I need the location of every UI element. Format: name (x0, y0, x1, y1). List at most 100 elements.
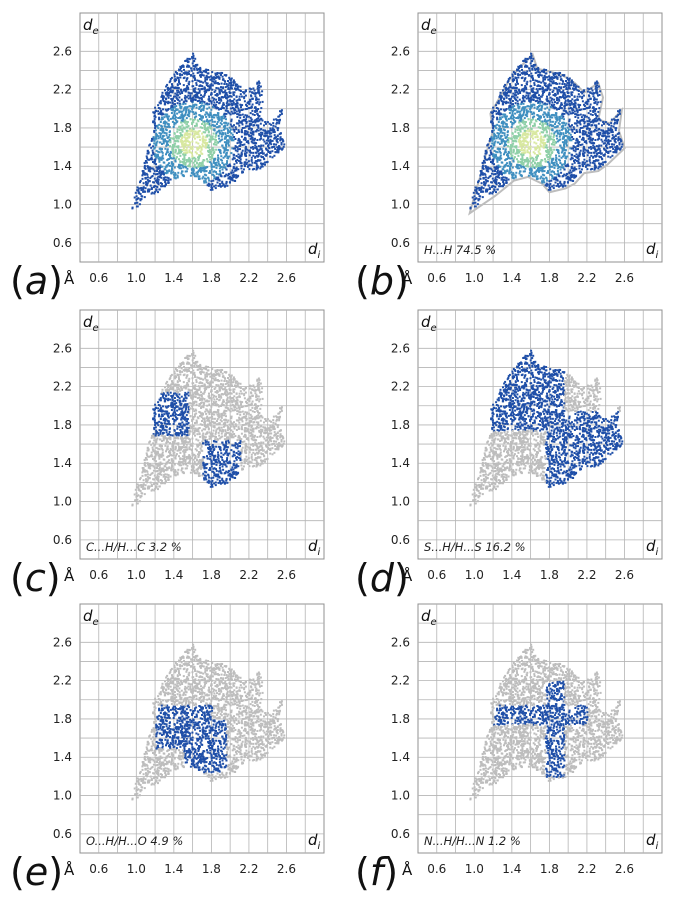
data-point (557, 184, 560, 187)
data-point (173, 117, 176, 120)
data-point (261, 131, 264, 134)
data-point (218, 167, 221, 170)
data-point (145, 172, 148, 175)
data-point (516, 91, 519, 94)
data-point (245, 130, 248, 133)
data-point (247, 160, 250, 163)
data-point (591, 161, 594, 164)
data-point (563, 148, 566, 151)
data-point (203, 88, 206, 90)
data-point (612, 147, 615, 150)
data-point (233, 163, 236, 166)
data-point (162, 161, 165, 164)
data-point (268, 122, 271, 125)
data-point (151, 167, 154, 170)
data-point (189, 96, 192, 99)
data-point (552, 89, 555, 92)
data-point (517, 125, 520, 128)
data-point (547, 119, 550, 122)
data-point (549, 147, 552, 149)
data-point (165, 115, 168, 118)
data-point (556, 82, 559, 85)
data-point (156, 177, 159, 180)
data-point (226, 124, 229, 127)
data-point (569, 169, 572, 172)
data-point (235, 106, 238, 109)
data-point (536, 169, 539, 172)
data-point (589, 103, 592, 106)
data-point (537, 66, 540, 69)
data-point (570, 171, 573, 174)
data-point (198, 107, 201, 110)
data-point (266, 132, 269, 134)
data-point (599, 131, 602, 134)
data-point (503, 85, 506, 88)
data-point (504, 159, 507, 162)
data-point (182, 175, 185, 178)
data-point (250, 118, 253, 121)
data-point (200, 148, 203, 151)
data-point (256, 139, 259, 141)
data-point (177, 117, 180, 119)
data-point (568, 132, 571, 135)
data-point (278, 119, 281, 122)
data-point (585, 149, 588, 152)
data-point (166, 179, 169, 182)
data-point (202, 175, 205, 178)
data-point (541, 181, 544, 184)
data-point (497, 102, 500, 105)
data-point (569, 133, 572, 136)
data-point (187, 158, 190, 161)
data-point (507, 80, 510, 82)
data-point (600, 129, 603, 132)
data-point (566, 181, 569, 184)
data-point (219, 172, 222, 175)
data-point (558, 139, 561, 142)
data-point (186, 77, 189, 80)
data-point (215, 176, 218, 179)
data-point (551, 185, 554, 188)
data-point (139, 181, 141, 184)
data-point (550, 179, 553, 182)
data-point (585, 107, 588, 110)
data-point (618, 109, 621, 112)
data-point (185, 159, 188, 161)
data-point (197, 88, 200, 91)
data-point (153, 129, 156, 132)
data-point (187, 125, 190, 127)
data-point (192, 72, 195, 75)
data-point (575, 153, 578, 156)
data-point (586, 124, 589, 127)
data-point (496, 160, 499, 163)
data-point (150, 188, 153, 190)
data-point (256, 120, 259, 123)
data-point (593, 168, 596, 171)
data-point (207, 144, 210, 147)
data-point (169, 140, 171, 143)
data-point (502, 166, 505, 169)
panel-label-open: ( (10, 259, 25, 303)
data-point (177, 79, 180, 82)
data-point (203, 177, 206, 180)
data-point (234, 149, 237, 152)
data-point (583, 122, 586, 125)
data-point (563, 173, 566, 176)
data-point (231, 87, 234, 90)
data-point (556, 101, 559, 104)
data-point (523, 144, 526, 147)
data-point (484, 173, 487, 176)
data-point (183, 161, 186, 164)
data-point (142, 186, 145, 189)
data-point (199, 69, 202, 72)
data-point (205, 170, 208, 173)
data-point (276, 129, 279, 132)
data-point (215, 107, 218, 110)
data-point (158, 132, 161, 135)
data-point (143, 164, 146, 167)
data-point (153, 120, 156, 123)
data-point (585, 164, 588, 167)
data-point (274, 136, 277, 139)
data-point (527, 174, 530, 177)
data-point (182, 166, 185, 169)
data-point (156, 179, 159, 182)
